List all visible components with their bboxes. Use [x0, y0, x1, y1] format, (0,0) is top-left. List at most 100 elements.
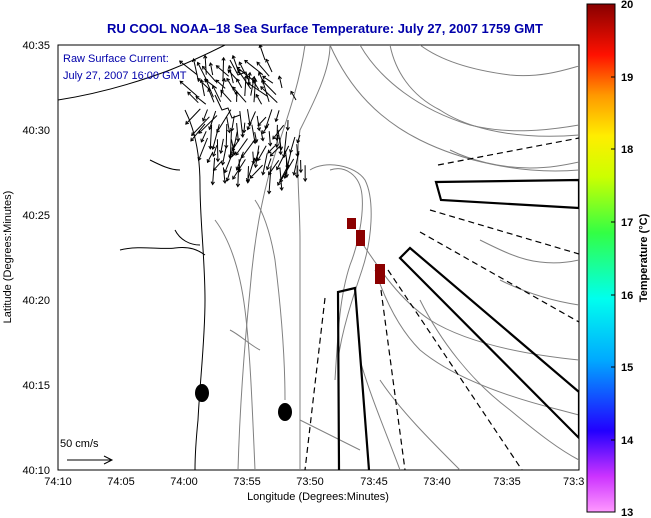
colorbar-tick-label: 14 — [621, 435, 634, 447]
current-vector-arrow — [254, 151, 260, 162]
current-vector-arrow — [244, 60, 264, 75]
current-vector-arrowhead — [230, 127, 235, 132]
current-vector-arrow — [209, 62, 214, 76]
current-vector-arrowhead — [279, 178, 284, 183]
current-vector-arrow — [268, 165, 272, 194]
x-tick-label: 73:45 — [360, 476, 388, 488]
current-vector-arrowhead — [212, 152, 217, 157]
current-vector-arrowhead — [236, 78, 240, 83]
current-vector-arrow — [260, 86, 278, 103]
current-vector-arrow — [220, 78, 225, 98]
current-vector-arrowhead — [282, 154, 287, 159]
x-tick-labels: 74:10 74:05 74:00 73:55 73:50 73:45 73:4… — [44, 476, 584, 488]
current-vector-arrow — [232, 159, 246, 180]
current-vector-arrowhead — [187, 91, 192, 96]
current-vector-arrow — [266, 158, 272, 170]
current-vector-arrowhead — [240, 133, 245, 138]
colorbar — [586, 3, 616, 513]
current-vector-arrowhead — [231, 151, 237, 156]
current-vector-arrow — [232, 86, 247, 103]
current-vector-arrowhead — [262, 130, 266, 135]
current-vector-arrowhead — [258, 71, 262, 76]
colorbar-tick-label: 13 — [621, 507, 633, 518]
current-vector-arrow — [247, 166, 249, 183]
current-vector-arrowhead — [296, 139, 301, 144]
current-vector-arrowhead — [290, 90, 295, 95]
current-vector-arrowhead — [261, 171, 266, 176]
current-vector-arrow — [185, 108, 201, 125]
current-vector-arrowhead — [254, 139, 259, 144]
current-vector-arrowhead — [246, 126, 251, 131]
colorbar-tick-label: 18 — [621, 144, 633, 156]
current-vector-arrow — [216, 109, 232, 133]
current-vector-arrowhead — [245, 179, 251, 184]
current-vector-arrowhead — [274, 118, 279, 123]
current-vector-arrow — [256, 61, 270, 77]
current-vector-arrow — [231, 138, 240, 151]
current-vector-arrow — [224, 157, 232, 173]
current-vector-arrowhead — [276, 166, 280, 171]
current-vector-arrowhead — [215, 158, 221, 163]
current-vector-arrowhead — [243, 74, 249, 79]
radar-site-2 — [278, 403, 292, 421]
current-vector-arrow — [257, 116, 267, 126]
x-tick-label: 73:50 — [296, 476, 324, 488]
current-vector-arrow — [247, 111, 256, 130]
current-vector-arrowhead — [227, 69, 232, 74]
current-vector-arrowhead — [228, 154, 233, 159]
current-vector-arrow — [207, 88, 215, 103]
current-vector-arrow — [275, 110, 280, 122]
current-vector-arrowhead — [277, 75, 282, 80]
current-vector-arrowhead — [246, 82, 251, 87]
current-vector-arrow — [261, 79, 270, 103]
current-vector-arrow — [220, 89, 232, 103]
current-vector-arrowhead — [267, 149, 272, 154]
current-vector-arrowhead — [253, 78, 258, 83]
current-vector-arrow — [238, 61, 246, 75]
current-vector-arrowhead — [222, 179, 227, 184]
current-vector-arrowhead — [208, 62, 213, 67]
current-vector-arrowhead — [247, 122, 252, 127]
current-vector-arrow — [254, 132, 258, 143]
current-vector-arrowhead — [207, 87, 212, 92]
current-vector-arrowhead — [256, 61, 261, 66]
current-vector-arrow — [220, 138, 224, 154]
current-vector-arrowhead — [226, 77, 231, 82]
current-vector-arrowhead — [232, 86, 236, 91]
current-vector-arrow — [207, 151, 214, 163]
current-vector-arrow — [209, 124, 213, 149]
y-tick-label: 40:10 — [22, 465, 50, 477]
current-vector-arrowhead — [179, 80, 184, 85]
current-vector-arrowhead — [191, 57, 197, 63]
colorbar-tick-label: 17 — [621, 217, 633, 229]
current-vector-arrowhead — [196, 61, 201, 66]
y-tick-label: 40:35 — [22, 40, 50, 52]
current-vector-arrowhead — [203, 54, 208, 59]
region-south-strip — [336, 286, 371, 470]
current-vector-arrow — [187, 91, 199, 104]
current-vector-arrowhead — [212, 167, 217, 171]
current-vector-arrow — [202, 66, 217, 83]
plot-area — [57, 44, 580, 471]
current-vector-arrowhead — [262, 75, 267, 80]
current-vector-arrowhead — [212, 84, 216, 89]
current-vector-arrowhead — [277, 181, 281, 186]
current-vector-arrow — [262, 153, 268, 175]
current-vector-arrowhead — [200, 138, 205, 143]
current-vector-arrowhead — [268, 142, 273, 147]
x-tick-label: 74:10 — [44, 476, 72, 488]
current-vector-arrowhead — [284, 174, 289, 179]
current-vector-arrowhead — [220, 161, 226, 166]
current-vector-arrow — [290, 91, 297, 101]
current-vector-arrowhead — [260, 86, 264, 91]
current-vector-arrow — [226, 166, 232, 181]
current-vector-arrowhead — [210, 181, 215, 186]
current-vector-arrow — [241, 138, 256, 159]
current-vector-arrowhead — [225, 177, 230, 182]
current-vector-arrowhead — [279, 187, 284, 192]
current-vector-arrow — [243, 122, 246, 133]
current-vector-arrowhead — [221, 77, 227, 82]
current-vector-arrow — [262, 75, 274, 84]
x-tick-label: 73:3 — [563, 476, 584, 488]
current-vector-arrowhead — [249, 174, 254, 179]
